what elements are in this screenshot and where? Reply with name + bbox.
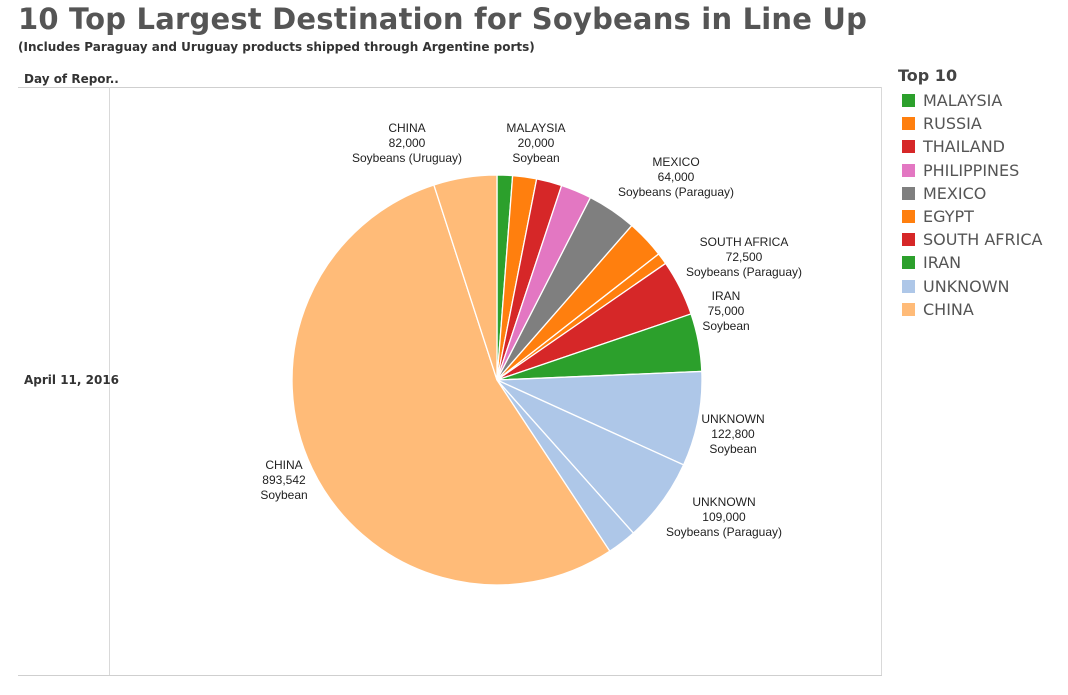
legend-item-south-africa[interactable]: SOUTH AFRICA bbox=[898, 228, 1042, 251]
legend-item-unknown[interactable]: UNKNOWN bbox=[898, 275, 1042, 298]
legend-item-thailand[interactable]: THAILAND bbox=[898, 135, 1042, 158]
slice-label-south-africa: SOUTH AFRICA 72,500 Soybeans (Paraguay) bbox=[686, 235, 802, 279]
legend-label: MALAYSIA bbox=[923, 91, 1003, 111]
legend: Top 10 MALAYSIA RUSSIA THAILAND PHILIPPINES… bbox=[898, 66, 1042, 321]
pie-slice-china[interactable] bbox=[433, 174, 498, 381]
legend-swatch bbox=[902, 256, 915, 270]
legend-label: SOUTH AFRICA bbox=[923, 230, 1043, 250]
pie-labels: MALAYSIA 20,000 Soybean MEXICO 64,000 Soybean… bbox=[260, 121, 802, 539]
legend-item-russia[interactable]: RUSSIA bbox=[898, 112, 1042, 135]
legend-swatch bbox=[902, 94, 915, 108]
bottom-divider bbox=[18, 675, 882, 676]
slice-label-china: CHINA 893,542 Soybean bbox=[260, 458, 307, 502]
slice-label-unknown: UNKNOWN 109,000 Soybeans (Paraguay) bbox=[666, 495, 782, 539]
legend-label: EGYPT bbox=[923, 207, 974, 227]
legend-item-philippines[interactable]: PHILIPPINES bbox=[898, 159, 1042, 182]
legend-swatch bbox=[902, 117, 915, 131]
slice-label-malaysia: MALAYSIA 20,000 Soybean bbox=[506, 121, 565, 165]
legend-label: RUSSIA bbox=[923, 114, 982, 134]
pie-slice-china[interactable] bbox=[291, 184, 611, 586]
slice-label-unknown: UNKNOWN 122,800 Soybean bbox=[701, 412, 764, 456]
legend-item-mexico[interactable]: MEXICO bbox=[898, 182, 1042, 205]
pie-slice-unknown[interactable] bbox=[496, 370, 703, 466]
legend-label: CHINA bbox=[923, 299, 974, 319]
legend-swatch bbox=[902, 279, 915, 293]
legend-swatch bbox=[902, 233, 915, 247]
chart-title: 10 Top Largest Destination for Soybeans … bbox=[18, 2, 868, 36]
chart-subtitle: (Includes Paraguay and Uruguay products … bbox=[18, 40, 535, 54]
row-header-day-of-report[interactable]: Day of Repor.. bbox=[24, 72, 119, 86]
legend-label: IRAN bbox=[923, 253, 962, 273]
legend-item-egypt[interactable]: EGYPT bbox=[898, 205, 1042, 228]
legend-label: THAILAND bbox=[923, 137, 1005, 157]
legend-swatch bbox=[902, 302, 915, 316]
legend-label: UNKNOWN bbox=[923, 276, 1010, 296]
legend-swatch bbox=[902, 210, 915, 224]
legend-swatch bbox=[902, 140, 915, 154]
pie-slices bbox=[291, 174, 703, 586]
legend-swatch bbox=[902, 186, 915, 200]
legend-items: MALAYSIA RUSSIA THAILAND PHILIPPINES MEXICO E… bbox=[898, 89, 1042, 321]
legend-item-china[interactable]: CHINA bbox=[898, 298, 1042, 321]
legend-swatch bbox=[902, 163, 915, 177]
chart-pane bbox=[109, 87, 882, 675]
slice-label-iran: IRAN 75,000 Soybean bbox=[702, 289, 749, 333]
legend-item-iran[interactable]: IRAN bbox=[898, 251, 1042, 274]
legend-item-malaysia[interactable]: MALAYSIA bbox=[898, 89, 1042, 112]
legend-title: Top 10 bbox=[898, 66, 958, 85]
slice-label-mexico: MEXICO 64,000 Soybeans (Paraguay) bbox=[618, 155, 734, 199]
legend-label: PHILIPPINES bbox=[923, 160, 1020, 180]
row-label-date: April 11, 2016 bbox=[24, 373, 120, 387]
legend-label: MEXICO bbox=[923, 183, 987, 203]
slice-label-china: CHINA 82,000 Soybeans (Uruguay) bbox=[352, 121, 462, 165]
header-divider bbox=[18, 87, 882, 88]
